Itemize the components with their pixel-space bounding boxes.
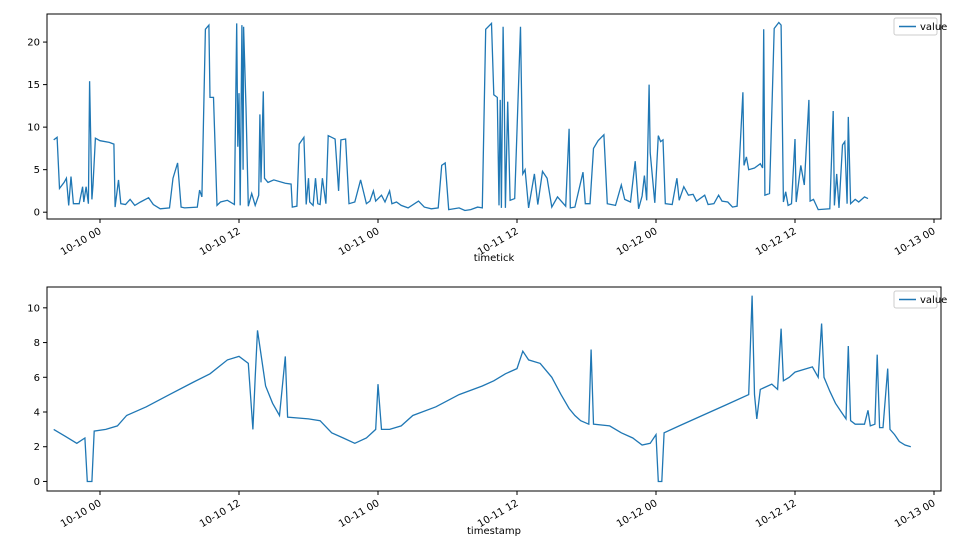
x-tick-label: 10-10 12 xyxy=(198,226,242,258)
x-axis-label: timetick xyxy=(474,253,515,264)
legend-label: value xyxy=(920,22,947,33)
x-tick-label: 10-13 00 xyxy=(893,498,937,530)
series-line-value xyxy=(53,295,911,483)
y-tick-label: 10 xyxy=(27,123,40,134)
x-tick-label: 10-10 12 xyxy=(198,498,242,530)
y-axis: 0 5 10 15 20 xyxy=(27,38,47,219)
x-tick-label: 10-12 00 xyxy=(615,226,659,258)
legend: value xyxy=(893,17,947,36)
y-tick-label: 4 xyxy=(34,408,40,419)
x-axis-label: timestamp xyxy=(467,526,521,537)
x-tick-label: 10-10 00 xyxy=(59,226,103,258)
x-tick-label: 10-11 00 xyxy=(337,498,381,530)
legend-label: value xyxy=(920,295,947,306)
y-tick-label: 0 xyxy=(34,208,40,219)
x-tick-label: 10-12 12 xyxy=(754,226,798,258)
x-tick-label: 10-10 00 xyxy=(59,498,103,530)
y-tick-label: 8 xyxy=(34,338,40,349)
x-tick-label: 10-12 12 xyxy=(754,498,798,530)
plot-area-frame xyxy=(46,286,942,492)
y-tick-label: 5 xyxy=(34,165,40,176)
x-tick-label: 10-12 00 xyxy=(615,498,659,530)
plot-area-frame xyxy=(46,13,942,220)
y-tick-label: 0 xyxy=(34,477,40,488)
x-tick-label: 10-11 00 xyxy=(337,226,381,258)
y-tick-label: 20 xyxy=(27,38,40,49)
y-tick-label: 15 xyxy=(27,80,40,91)
y-axis: 0 2 4 6 8 10 xyxy=(27,303,47,488)
legend: value xyxy=(893,290,947,309)
x-axis: 10-10 00 10-10 12 10-11 00 10-11 12 10-12 00… xyxy=(59,491,938,530)
y-tick-label: 2 xyxy=(34,442,40,453)
x-tick-label: 10-13 00 xyxy=(893,226,937,258)
y-tick-label: 6 xyxy=(34,373,40,384)
y-tick-label: 10 xyxy=(27,303,40,314)
series-line-value xyxy=(53,21,869,212)
